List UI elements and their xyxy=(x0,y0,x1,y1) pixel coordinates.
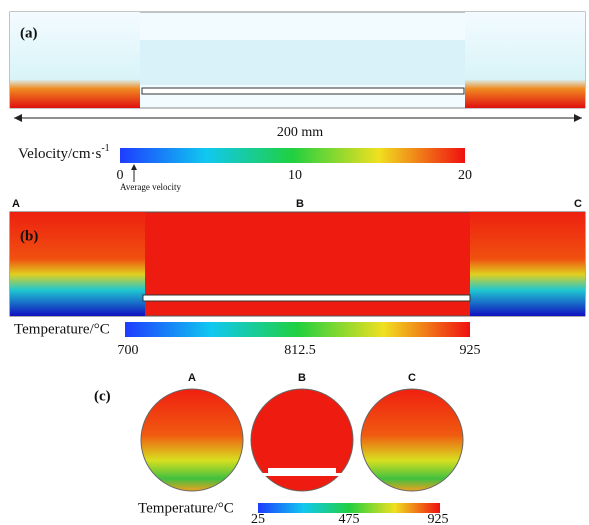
panel-c: (c) A B C xyxy=(94,372,464,492)
panel-label: (b) xyxy=(20,228,38,244)
tick-label: 10 xyxy=(288,168,302,183)
cross-section xyxy=(360,388,464,492)
colorbar xyxy=(258,503,440,513)
tick-label: 925 xyxy=(460,343,481,358)
tick-label: 925 xyxy=(428,512,449,525)
temperature-colorbar: Temperature/°C 700 812.5 925 xyxy=(14,321,481,358)
cross-section xyxy=(250,388,354,492)
section-label: C xyxy=(408,372,416,384)
note-arrowhead xyxy=(131,164,137,170)
section-label: B xyxy=(298,372,306,384)
plate xyxy=(142,294,471,302)
scale-label: 200 mm xyxy=(277,125,323,140)
panel-a: (a) 200 mm xyxy=(9,11,586,140)
colorbar xyxy=(120,148,465,163)
tick-label: 475 xyxy=(339,512,360,525)
tick-label: 812.5 xyxy=(284,343,316,358)
colorbar-title: Temperature/°C xyxy=(138,500,234,516)
title-sup: -1 xyxy=(101,143,109,154)
plate xyxy=(268,468,336,473)
inlet-region xyxy=(10,12,140,108)
tick-label: 700 xyxy=(118,343,139,358)
velocity-colorbar: Velocity/cm·s-1 0 10 20 Average velocity xyxy=(18,143,472,192)
panel-label: (a) xyxy=(20,25,38,41)
tick-label: 25 xyxy=(251,512,265,525)
plate xyxy=(262,473,342,476)
colorbar-title: Velocity/cm·s-1 xyxy=(18,143,110,162)
position-label: C xyxy=(574,198,582,210)
outlet-region xyxy=(465,12,585,108)
tick-label: 0 xyxy=(117,168,124,183)
cross-section xyxy=(140,388,244,492)
panel-label: (c) xyxy=(94,388,111,404)
colorbar xyxy=(125,322,470,337)
note: Average velocity xyxy=(120,182,182,192)
outlet-region xyxy=(470,212,585,316)
plate xyxy=(141,87,465,95)
mid-region xyxy=(140,40,465,85)
tick-label: 20 xyxy=(458,168,472,183)
position-label: A xyxy=(12,198,20,210)
section-colorbar: Temperature/°C 25 475 925 xyxy=(138,500,449,525)
inlet-region xyxy=(10,212,145,316)
section-label: A xyxy=(188,372,196,384)
position-label: B xyxy=(296,198,304,210)
panel-b: A B C (b) xyxy=(9,198,586,317)
title-text: Velocity/cm·s xyxy=(18,146,101,162)
colorbar-title: Temperature/°C xyxy=(14,321,110,337)
